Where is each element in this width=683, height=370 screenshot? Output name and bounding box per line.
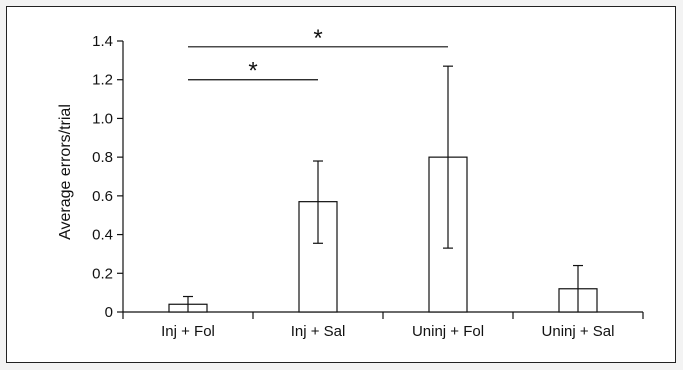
y-tick-label: 1.0 bbox=[92, 110, 113, 127]
x-tick-label: Inj + Sal bbox=[291, 323, 346, 340]
x-tick-label: Uninj + Fol bbox=[412, 323, 484, 340]
y-axis-title: Average errors/trial bbox=[57, 104, 74, 240]
y-tick-label: 0.8 bbox=[92, 149, 113, 166]
y-tick-label: 0.6 bbox=[92, 188, 113, 205]
significance-asterisk: * bbox=[313, 25, 322, 52]
y-tick-label: 0.2 bbox=[92, 265, 113, 282]
x-tick-label: Inj + Fol bbox=[161, 323, 215, 340]
y-tick-label: 0 bbox=[105, 304, 113, 321]
y-tick-label: 1.2 bbox=[92, 72, 113, 89]
y-tick-label: 1.4 bbox=[92, 33, 113, 50]
y-tick-label: 0.4 bbox=[92, 227, 113, 244]
error-bars bbox=[183, 65, 583, 312]
significance-asterisk: * bbox=[248, 58, 257, 85]
axes: 0 0.2 0.4 0.6 0.8 1.0 1.2 1.4 Inj + Fol Inj + Sal… bbox=[92, 33, 644, 340]
x-tick-label: Uninj + Sal bbox=[542, 323, 615, 340]
significance-markers: ** bbox=[188, 25, 448, 85]
bars bbox=[168, 156, 598, 313]
